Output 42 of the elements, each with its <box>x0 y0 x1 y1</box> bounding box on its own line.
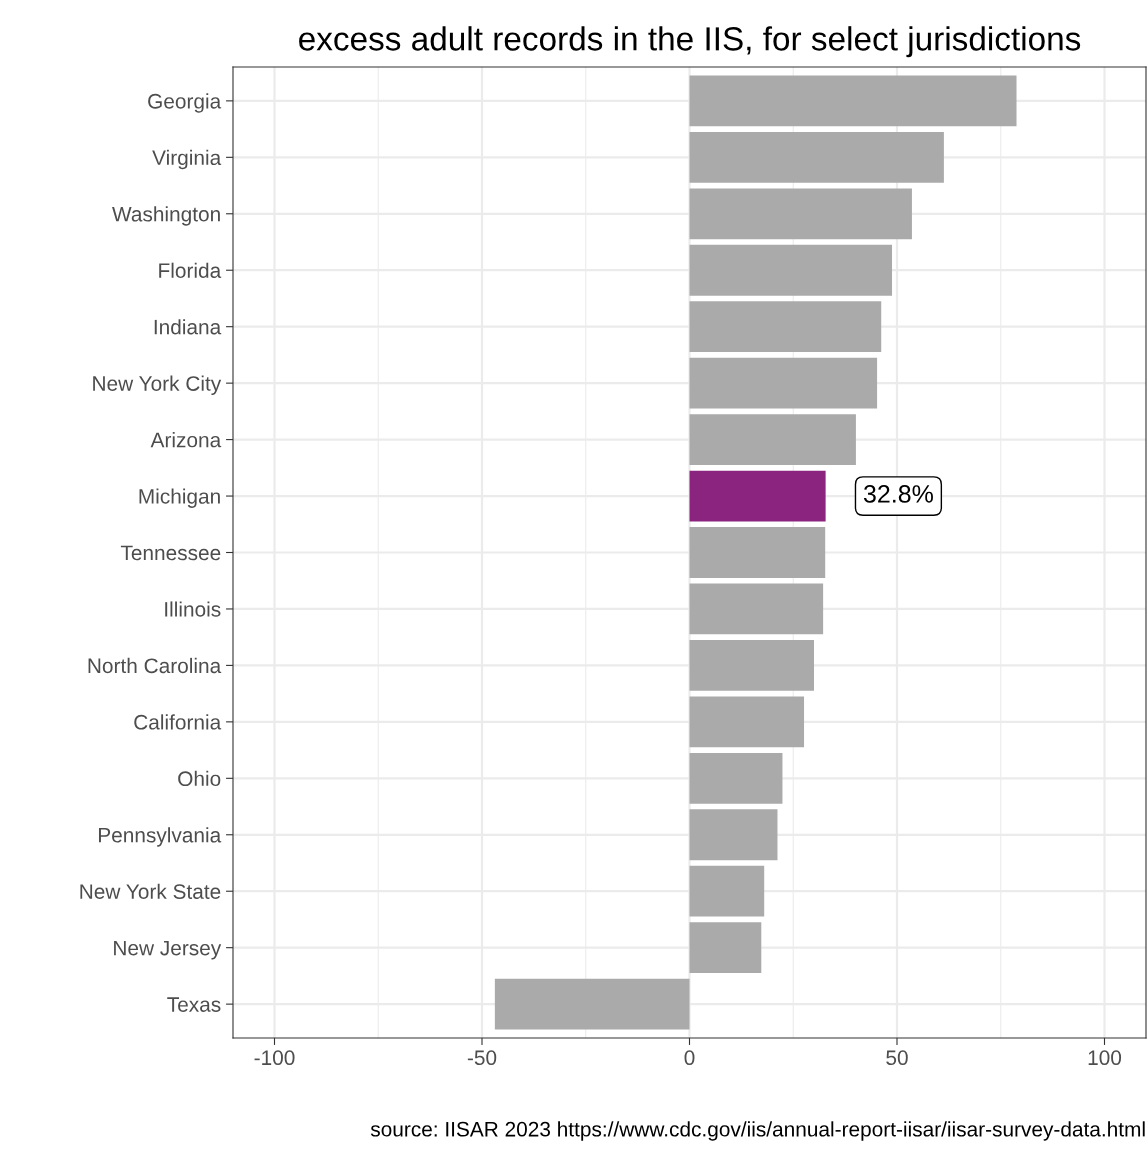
bar <box>689 188 912 240</box>
x-tick-label: 0 <box>684 1050 695 1066</box>
y-tick-label: Ohio <box>178 770 221 787</box>
bar <box>689 131 944 183</box>
y-tick-label: Pennsylvania <box>98 827 222 847</box>
bar <box>689 414 856 465</box>
y-tick-label: Texas <box>167 997 221 1012</box>
source-note: source: IISAR 2023 https://www.cdc.gov/iis/annual-report-iisar/iisar-survey-data.html <box>370 1121 1145 1141</box>
y-tick-label: North Carolina <box>88 657 222 674</box>
bar <box>689 301 882 353</box>
y-tick-label: Illinois <box>165 601 221 617</box>
bar <box>689 357 878 409</box>
y-tick-label: California <box>134 714 222 730</box>
bar <box>689 244 893 296</box>
bar <box>689 583 824 635</box>
bar <box>689 922 762 974</box>
x-tick-label: -50 <box>467 1050 497 1066</box>
y-tick-label: New Jersey <box>114 940 222 960</box>
bar <box>494 978 690 1030</box>
data-label: 32.8% <box>863 485 933 503</box>
bar <box>689 640 814 691</box>
bar <box>689 865 765 917</box>
y-tick-label: Michigan <box>139 488 220 508</box>
y-tick-label: Tennessee <box>120 545 221 561</box>
x-tick-label: 50 <box>886 1050 908 1066</box>
y-tick-label: Florida <box>159 262 222 278</box>
y-tick-label: Virginia <box>152 149 222 170</box>
bar <box>689 809 778 861</box>
x-tick-label: 100 <box>1088 1050 1122 1066</box>
y-tick-label: Georgia <box>148 93 222 113</box>
bar <box>689 527 826 578</box>
y-tick-label: Arizona <box>150 432 222 448</box>
y-tick-label: New York State <box>80 883 221 899</box>
x-tick-label: -100 <box>254 1050 295 1066</box>
y-tick-label: New York City <box>93 375 222 396</box>
bar <box>689 696 805 748</box>
bar <box>689 752 783 804</box>
bar <box>689 470 826 522</box>
y-tick-label: Washington <box>112 206 220 226</box>
y-tick-label: Indiana <box>154 319 222 335</box>
bar <box>689 75 1017 127</box>
chart-title: excess adult records in the IIS, for select jurisdictions <box>299 26 1081 58</box>
